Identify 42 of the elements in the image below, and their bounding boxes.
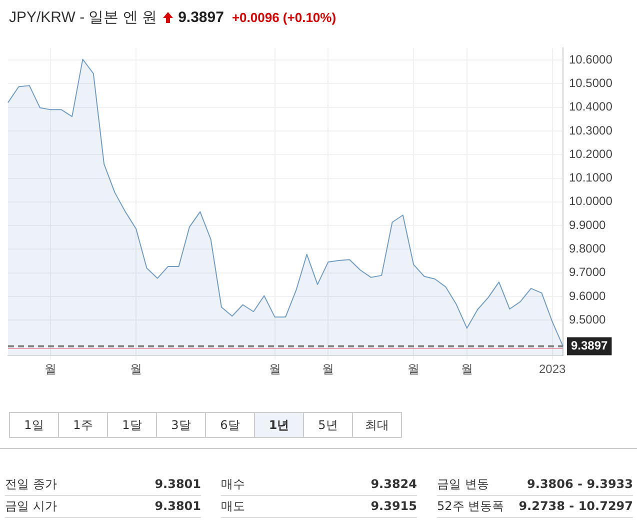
text: 최대 [364, 417, 390, 434]
y-tick-label: 9.9000 [569, 218, 606, 232]
text: 매수 [221, 476, 245, 493]
text: 1달 [108, 413, 157, 437]
text: 9.2738 - 10.7297 [518, 498, 633, 515]
y-tick-label: 10.5000 [569, 76, 613, 90]
y-tick-label: 9.5000 [569, 312, 606, 326]
x-tick-label: 월 [408, 362, 420, 376]
text: 9.3806 - 9.3933 [527, 476, 633, 493]
y-tick-label: 10.3000 [569, 123, 613, 138]
ref-line-label: 9.3897 [571, 338, 608, 353]
y-tick-label: 9.6000 [569, 288, 606, 303]
text: 3달 [157, 413, 206, 437]
text: 1년 [255, 413, 304, 437]
chart-title: JPY/KRW - 일본 엔 원 [9, 8, 158, 26]
x-tick-label: 월 [268, 362, 281, 376]
text: 5년 [304, 413, 353, 437]
x-tick-label: 월 [460, 362, 473, 376]
text: 전일 종가 [5, 476, 57, 493]
chart-subtitle: 9.3897 +0.0096 (+0.10%) [178, 8, 336, 26]
text: 52주 변동폭 [437, 498, 504, 515]
y-tick-label: 9.8000 [569, 242, 606, 256]
text: 9.3915 [370, 498, 417, 515]
x-tick-label: 월 [130, 362, 142, 376]
y-tick-label: 10.4000 [569, 100, 613, 114]
x-tick-label: 월 [322, 362, 334, 376]
x-tick-label: 2023 [538, 362, 566, 376]
y-tick-label: 10.0000 [569, 194, 613, 208]
text: 9.3801 [154, 498, 201, 515]
text: 9.3801 [154, 476, 201, 493]
y-tick-label: 10.6000 [569, 52, 613, 66]
y-tick-label: 10.1000 [569, 170, 613, 185]
text: 6달 [206, 413, 255, 437]
text: 금일 변동 [437, 476, 489, 493]
x-tick-label: 월 [44, 362, 57, 376]
text: 금일 시가 [5, 498, 57, 515]
text: 1일 [10, 413, 59, 437]
text: 매도 [221, 498, 245, 515]
text: 1주 [59, 413, 108, 437]
y-tick-label: 10.2000 [569, 146, 613, 161]
y-tick-label: 9.7000 [569, 265, 606, 280]
text: 9.3824 [370, 476, 417, 493]
